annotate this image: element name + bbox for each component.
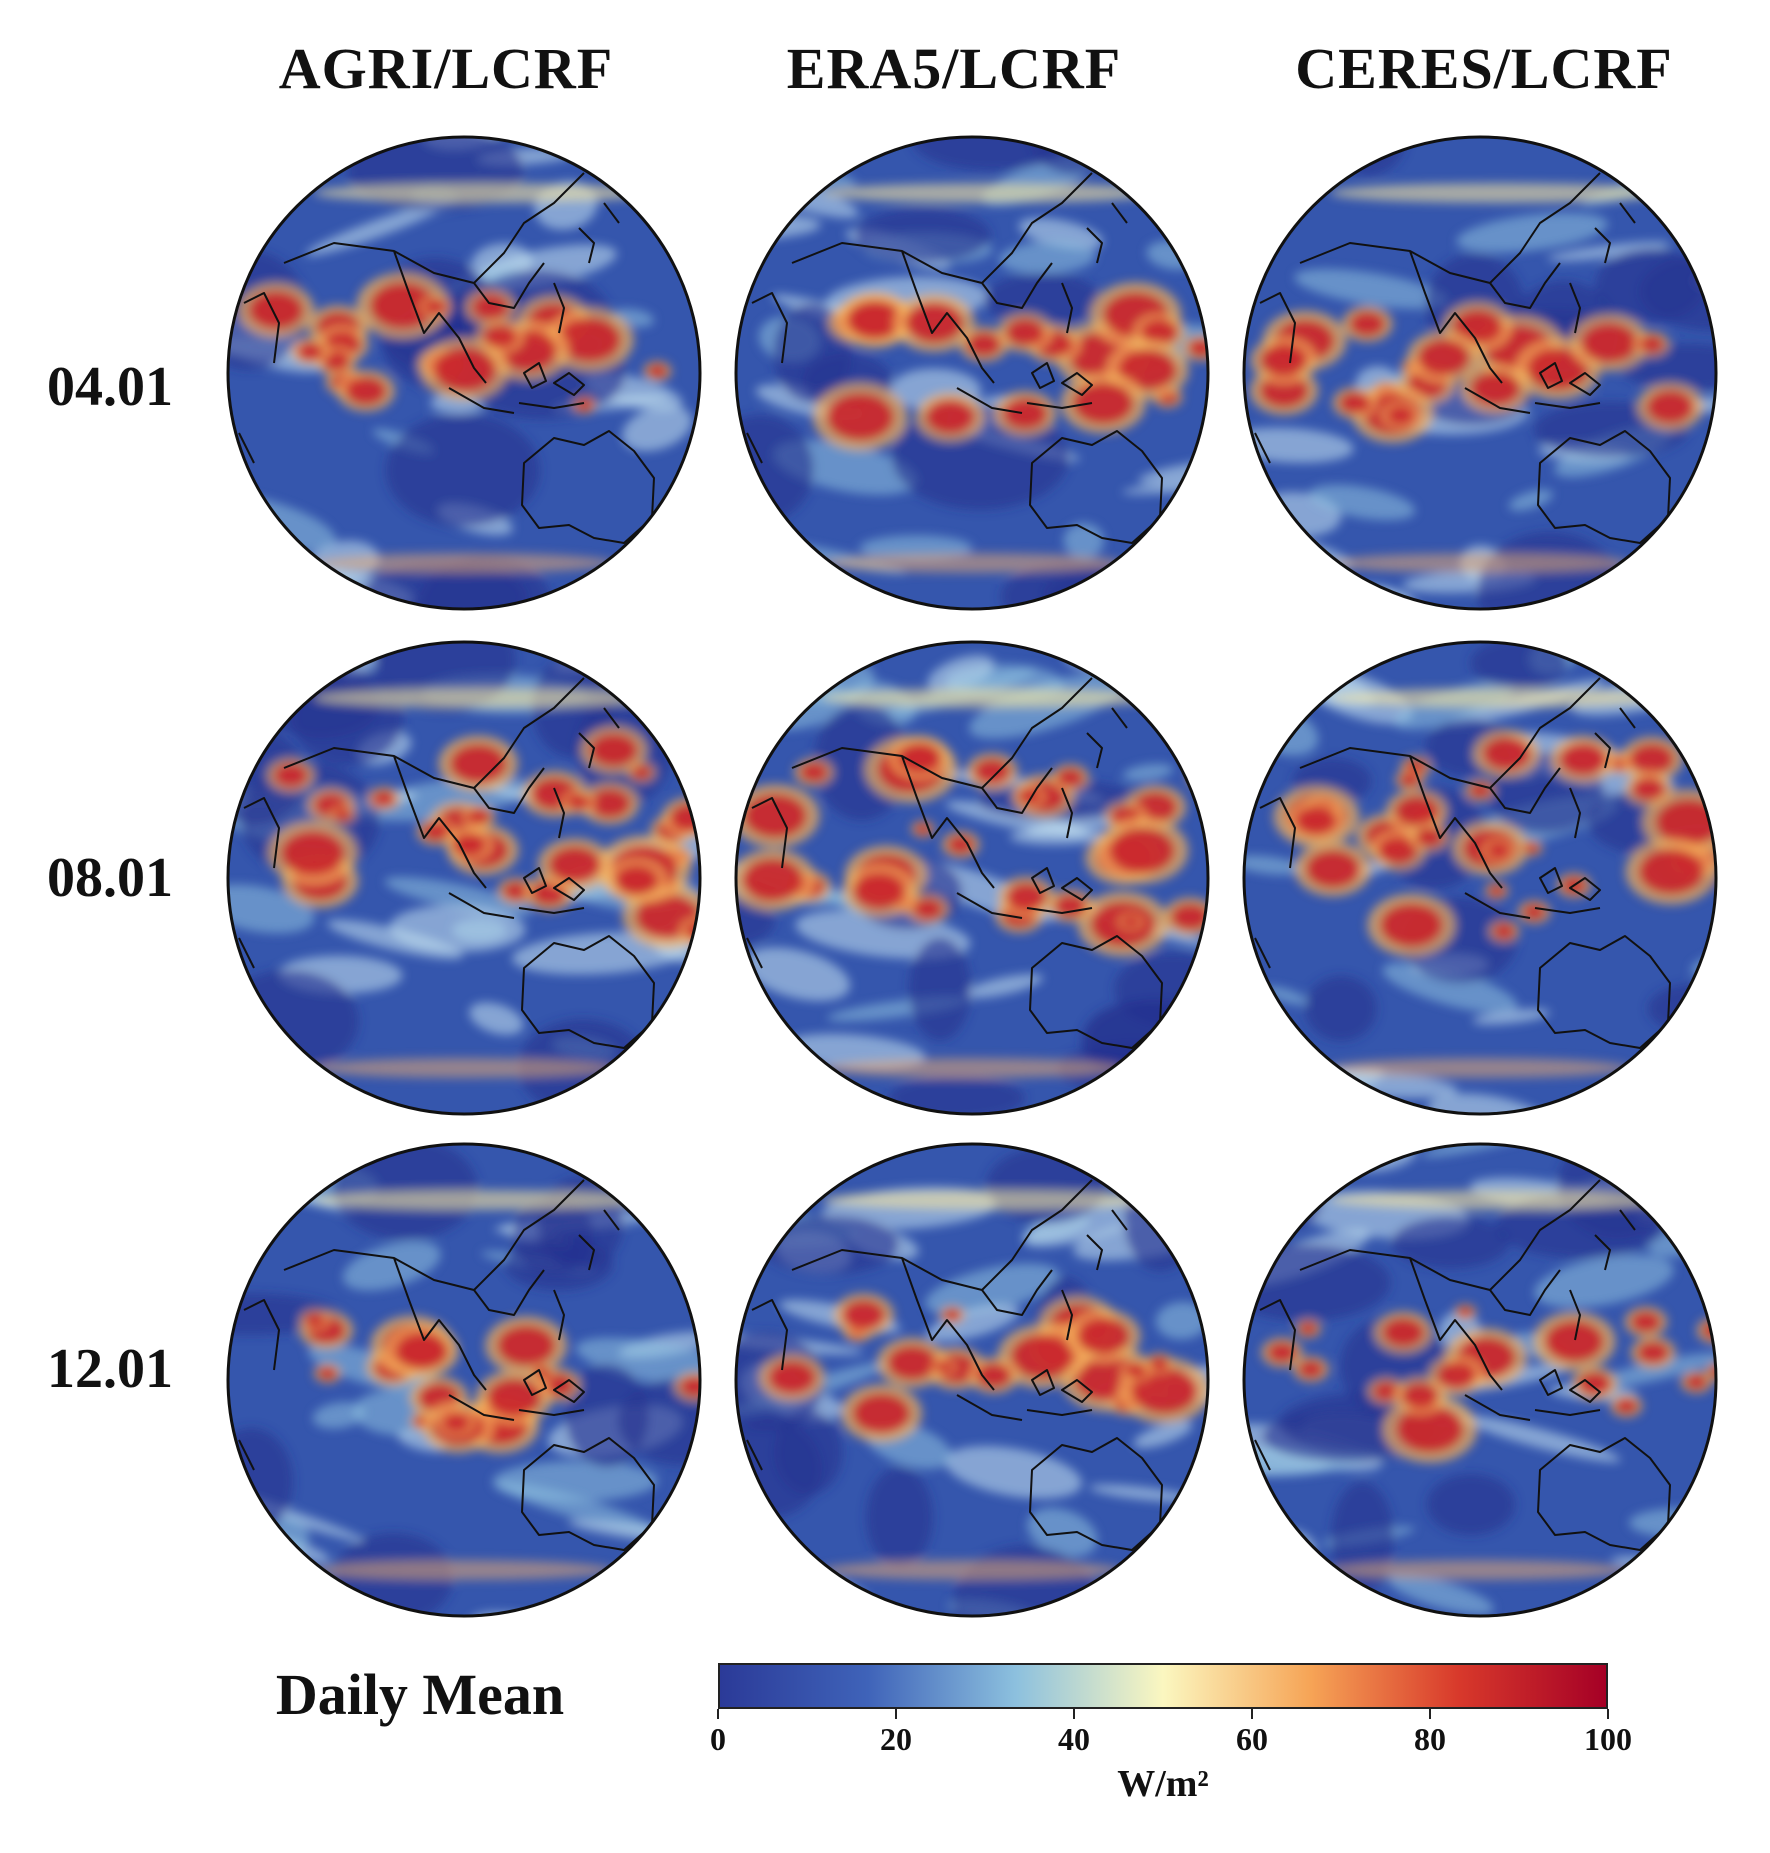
globe-map-ceres-12-01: [1240, 1140, 1720, 1620]
row-label-12-01: 12.01: [47, 1338, 173, 1400]
colorbar-tick: [895, 1709, 897, 1719]
globe-map-agri-04-01: [224, 133, 704, 613]
colorbar-tick: [1073, 1709, 1075, 1719]
colorbar-tick-label: 100: [1584, 1721, 1632, 1757]
column-title-ceres: CERES/LCRF: [1295, 36, 1673, 101]
row-label-08-01: 08.01: [47, 847, 173, 909]
legend-title: Daily Mean: [275, 1662, 565, 1727]
colorbar-tick-label: 40: [1058, 1721, 1090, 1757]
globe-map-era5-12-01: [732, 1140, 1212, 1620]
colorbar-unit-label: W/m²: [1117, 1763, 1209, 1805]
globe-map-era5-04-01: [732, 133, 1212, 613]
row-label-04-01: 04.01: [47, 356, 173, 418]
column-title-agri: AGRI/LCRF: [278, 36, 614, 101]
colorbar-tick: [1429, 1709, 1431, 1719]
colorbar-tick-label: 0: [710, 1721, 726, 1757]
colorbar-tick-label: 20: [880, 1721, 912, 1757]
colorbar-tick: [1251, 1709, 1253, 1719]
colorbar-tick-label: 80: [1414, 1721, 1446, 1757]
globe-map-agri-08-01: [224, 638, 704, 1118]
colorbar-tick: [717, 1709, 719, 1719]
globe-map-ceres-04-01: [1240, 133, 1720, 613]
globe-map-agri-12-01: [224, 1140, 704, 1620]
globe-map-era5-08-01: [732, 638, 1212, 1118]
globe-map-ceres-08-01: [1240, 638, 1720, 1118]
colorbar: [718, 1663, 1608, 1709]
colorbar-tick-label: 60: [1236, 1721, 1268, 1757]
column-title-era5: ERA5/LCRF: [786, 36, 1122, 101]
colorbar-tick: [1607, 1709, 1609, 1719]
